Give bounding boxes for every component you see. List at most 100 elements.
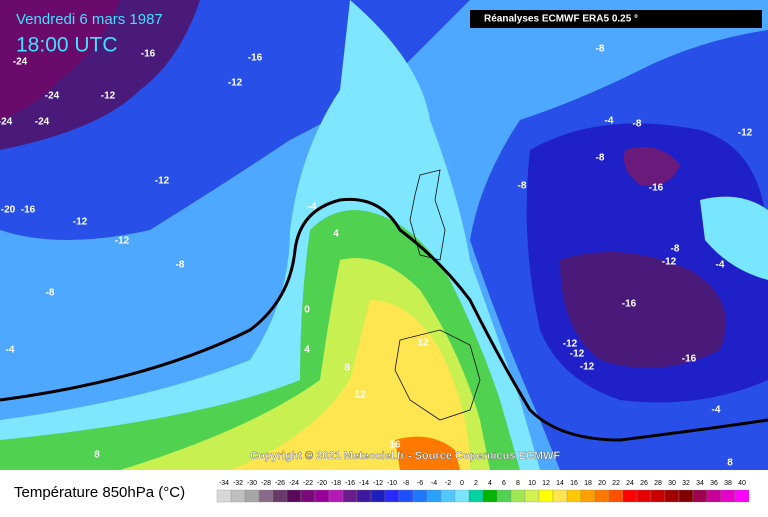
contour-label: -8	[596, 153, 605, 164]
contour-label: -12	[563, 339, 578, 350]
contour-label: -4	[6, 345, 15, 356]
colorbar-tick-label: -30	[247, 480, 257, 487]
copyright: Copyright © 2021 Meteociel.fr - Source C…	[250, 450, 560, 462]
contour-label: 8	[727, 458, 733, 469]
color-swatch	[356, 489, 372, 503]
color-swatch	[328, 489, 344, 503]
color-swatch	[706, 489, 722, 503]
contour-label: -20	[1, 205, 16, 216]
colorbar-tick-label: 34	[696, 480, 704, 487]
contour-label: -8	[596, 44, 605, 55]
colorbar-tick-label: -4	[431, 480, 437, 487]
field-magenta-nw	[0, 0, 120, 120]
contour-label: 4	[333, 229, 339, 240]
color-swatch	[286, 489, 302, 503]
colorbar-tick-label: -24	[289, 480, 299, 487]
colorbar-tick-label: -34	[219, 480, 229, 487]
temperature-field	[0, 0, 768, 470]
zero-isotherm	[0, 197, 768, 442]
colorbar-tick-label: 22	[612, 480, 620, 487]
color-swatch	[384, 489, 400, 503]
colorbar-tick-label: -16	[345, 480, 355, 487]
contour-label: -8	[176, 260, 185, 271]
color-swatch	[426, 489, 442, 503]
colorbar-tick-label: -14	[359, 480, 369, 487]
colorbar-tick-label: 36	[710, 480, 718, 487]
color-swatch	[720, 489, 736, 503]
coastline-iberia	[394, 329, 481, 421]
contour-label: 8	[94, 450, 100, 461]
colorbar-tick-label: -10	[387, 480, 397, 487]
colorbar: -34 -32 -30 -28 -26 -24 -22 -20 -18 -16 -14 -12 -10-…	[216, 480, 750, 503]
color-swatch	[566, 489, 582, 503]
color-swatch	[370, 489, 386, 503]
contour-label: -12	[101, 91, 116, 102]
color-swatch	[636, 489, 652, 503]
colorbar-tick-label: -26	[275, 480, 285, 487]
contour-label: -8	[46, 288, 55, 299]
colorbar-tick-label: 8	[516, 480, 520, 487]
color-swatch	[468, 489, 484, 503]
color-swatch	[496, 489, 512, 503]
colorbar-tick-label: 26	[640, 480, 648, 487]
color-swatch	[440, 489, 456, 503]
contour-label: -8	[518, 181, 527, 192]
colorbar-tick-label: -8	[403, 480, 409, 487]
contour-label: -12	[662, 257, 677, 268]
contour-label: -4	[716, 260, 725, 271]
color-swatch	[412, 489, 428, 503]
colorbar-tick-label: 28	[654, 480, 662, 487]
contour-label: -12	[73, 217, 88, 228]
date-title: Vendredi 6 mars 1987	[16, 11, 163, 28]
time-title: 18:00 UTC	[16, 34, 118, 57]
contour-label: -4	[605, 116, 614, 127]
colorbar-tick-label: 30	[668, 480, 676, 487]
colorbar-tick-label: -12	[373, 480, 383, 487]
color-swatch	[244, 489, 260, 503]
color-swatch	[734, 489, 750, 503]
colorbar-tick-label: 18	[584, 480, 592, 487]
contour-label: -24	[13, 57, 28, 68]
color-swatch	[510, 489, 526, 503]
contour-label: -12	[228, 78, 243, 89]
colorbar-tick-label: 16	[570, 480, 578, 487]
contour-label: 12	[417, 338, 429, 349]
contour-label: -4	[308, 202, 317, 213]
field-yellow	[230, 300, 470, 470]
contour-label: -16	[622, 299, 637, 310]
contour-label: 4	[304, 345, 310, 356]
colorbar-tick-label: 12	[542, 480, 550, 487]
contour-label: -12	[580, 362, 595, 373]
colorbar-tick-label: 2	[474, 480, 478, 487]
colorbar-tick-label: -28	[261, 480, 271, 487]
colorbar-tick-label: -18	[331, 480, 341, 487]
colorbar-tick-label: -32	[233, 480, 243, 487]
contour-label: -16	[141, 49, 156, 60]
legend-title: Température 850hPa (°C)	[14, 484, 185, 501]
color-swatch	[580, 489, 596, 503]
color-swatch	[650, 489, 666, 503]
contour-label: -16	[21, 205, 36, 216]
color-swatch	[664, 489, 680, 503]
contour-label: -4	[712, 405, 721, 416]
field-orange	[395, 436, 460, 470]
contour-label: -24	[35, 117, 50, 128]
colorbar-tick-label: 24	[626, 480, 634, 487]
color-swatch	[594, 489, 610, 503]
contour-label: -24	[45, 91, 60, 102]
color-swatch	[552, 489, 568, 503]
color-swatch	[524, 489, 540, 503]
coastline-uk	[409, 169, 446, 261]
colorbar-tick-label: 0	[460, 480, 464, 487]
field-purple-e	[560, 252, 726, 368]
colorbar-tick-label: 6	[502, 480, 506, 487]
colorbar-tick-label: -22	[303, 480, 313, 487]
contour-label: 8	[344, 363, 350, 374]
contour-label: -12	[570, 349, 585, 360]
colorbar-tick-label: -20	[317, 480, 327, 487]
color-swatch	[230, 489, 246, 503]
contour-labels: -24-24-24-24-16-16-12-12-12-12-12-20-16-…	[0, 44, 753, 469]
colorbar-tick-label: -2	[445, 480, 451, 487]
contour-label: -24	[0, 117, 13, 128]
color-swatch	[622, 489, 638, 503]
